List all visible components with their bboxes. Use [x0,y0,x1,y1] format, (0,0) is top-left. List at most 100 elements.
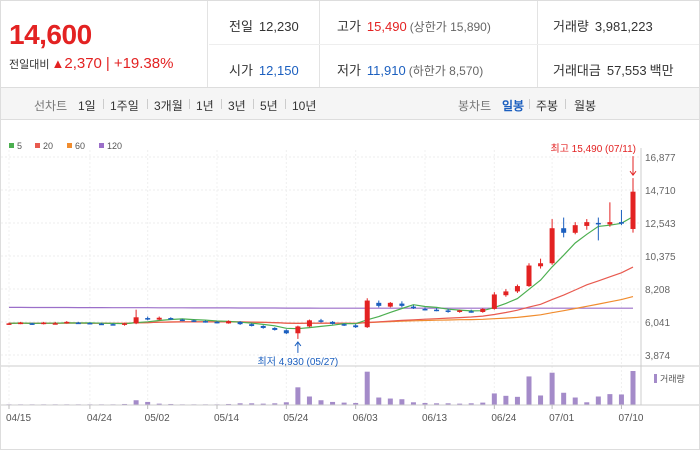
volume-bar [584,402,590,405]
period-5y[interactable]: 5년 [260,99,278,113]
volume-bar [491,393,497,405]
candle-chart-label: 봉차트 [458,99,492,113]
quote-header: 14,600 전일대비 ▲2,370 | +19.38% 전일 12,230 고가 15,… [0,0,700,88]
volume-bar [249,403,255,405]
legend-swatch [9,143,14,148]
candle-body [480,308,486,312]
candle-body [353,325,359,328]
high-marker-label: 최고 15,490 (07/11) [551,143,637,155]
candle-body [260,325,266,328]
header-row-divider [209,44,699,45]
up-triangle-icon: ▲ [51,56,65,71]
candle-body [179,319,185,322]
candle-body [75,322,81,325]
volume-bar [168,403,174,405]
candle-body [156,317,162,320]
y-tick-label: 8,208 [645,285,670,296]
line-chart-label: 선차트 [34,99,68,113]
candle-body [64,321,70,324]
candle-body [503,291,509,296]
candle-body [341,324,347,326]
period-3y[interactable]: 3년 [228,99,246,113]
volume-bar [526,376,532,405]
volume-bar [434,403,440,405]
volume-bar [480,402,486,405]
volume-bar [376,397,382,405]
volume-bar [445,403,451,405]
volume-bar [607,394,613,405]
y-tick-label: 10,375 [645,252,676,263]
volume-bar [353,402,359,405]
volume: 거래량 3,981,223 [553,19,653,34]
period-1y[interactable]: 1년 [196,99,214,113]
volume-bar [387,398,393,405]
volume-bar [422,402,428,405]
candle-body [572,225,578,233]
volume-bar [295,387,301,405]
volume-bar [364,371,370,405]
period-3m[interactable]: 3개월 [154,99,183,113]
stock-chart[interactable]: 5 20 60 120 16,877 14,710 12,543 10,375 8,208 6,… [0,120,700,450]
trade-amount: 거래대금 57,553 백만 [553,63,674,78]
low-marker-arrowhead [294,341,302,347]
candle-daily[interactable]: 일봉 [502,99,525,113]
y-tick-label: 12,543 [645,219,676,230]
period-10y[interactable]: 10년 [292,99,317,113]
candle-body [630,191,636,229]
candle-body [87,322,93,325]
candle-body [607,222,613,225]
current-price: 14,600 [9,19,92,50]
volume-bar [272,403,278,405]
period-1w[interactable]: 1주일 [110,99,139,113]
volume-bar [133,400,139,405]
candle-body [364,300,370,328]
candle-body [18,322,24,325]
candle-body [168,318,174,320]
volume-bar [341,402,347,405]
volume-bar [618,394,624,405]
candle-body [214,321,220,324]
candle-body [595,222,601,225]
legend-swatch [35,143,40,148]
x-tick-label: 04/15 [6,413,31,424]
candle-body [122,323,128,325]
candle-body [306,320,312,327]
candle-body [422,308,428,311]
candle-body [410,306,416,309]
volume-bar [283,402,289,405]
candle-body [29,323,35,325]
candle-body [202,321,208,323]
candle-body [145,318,151,320]
volume-bar [122,403,128,405]
period-1d[interactable]: 1일 [78,99,96,113]
candle-body [6,323,12,325]
volume-bar [457,403,463,405]
y-tick-label: 6,041 [645,318,670,329]
candle-body [272,327,278,330]
x-tick-label: 04/24 [87,413,112,424]
candlestick-chart-svg: 5 20 60 120 16,877 14,710 12,543 10,375 8,208 6,… [1,141,699,424]
price-summary: 14,600 전일대비 ▲2,370 | +19.38% [1,1,208,87]
volume-bar [514,396,520,405]
candle-body [561,228,567,233]
candle-body [618,222,624,224]
candle-body [387,302,393,307]
candle-monthly[interactable]: 월봉 [574,99,597,113]
volume-bar [399,399,405,405]
ma-legend: 5 20 60 120 [9,141,122,151]
chart-axes: 16,877 14,710 12,543 10,375 8,208 6,041 3,874 거… [1,148,699,424]
change-percent: +19.38% [113,55,174,72]
candle-body [514,286,520,292]
change-line: 전일대비 ▲2,370 | +19.38% [9,55,174,72]
candle-body [191,320,197,322]
extreme-markers: 최고 15,490 (07/11) 최저 4,930 (05/27) [258,143,637,368]
volume-bars [6,371,636,405]
candle-body [538,263,544,267]
candle-body [468,311,474,313]
volume-bar [468,403,474,405]
candle-body [98,323,104,326]
change-value: 2,370 [64,55,102,72]
x-tick-label: 06/03 [353,413,378,424]
candle-body [330,321,336,324]
candle-weekly[interactable]: 주봉 [536,99,559,113]
